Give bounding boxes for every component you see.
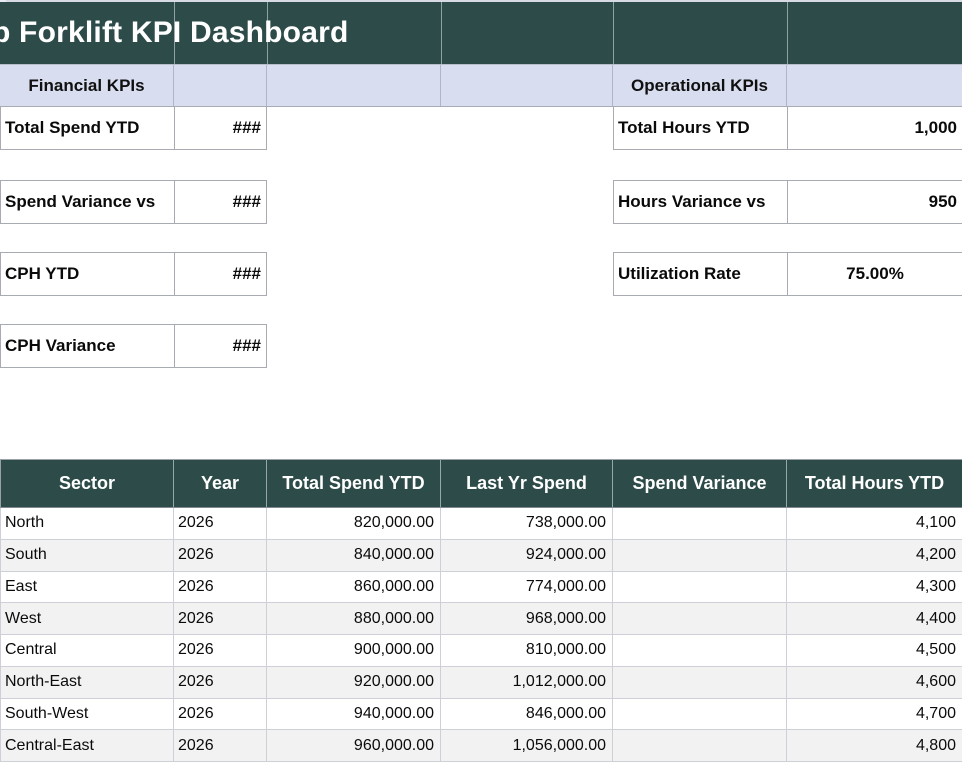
kpi-label[interactable]: Total Spend YTD (5, 118, 140, 137)
cell-year[interactable]: 2026 (174, 571, 267, 604)
kpi-spend-variance: Spend Variance vs ### (0, 180, 267, 224)
cell-sector[interactable]: South (0, 539, 174, 572)
cell-year[interactable]: 2026 (174, 730, 267, 762)
cell-year[interactable]: 2026 (174, 635, 267, 667)
cell-total-hours[interactable]: 4,400 (787, 603, 962, 635)
cell-year[interactable]: 2026 (174, 698, 267, 731)
cell-total-hours[interactable]: 4,800 (787, 730, 962, 762)
cell-spend-variance[interactable] (613, 666, 787, 699)
cell-spend-variance[interactable] (613, 571, 787, 604)
col-header-year[interactable]: Year (174, 459, 267, 508)
cell-year[interactable]: 2026 (174, 539, 267, 572)
cell-spend-variance[interactable] (613, 698, 787, 731)
cell-total-hours[interactable]: 4,600 (787, 666, 962, 699)
empty-cell[interactable] (174, 65, 267, 106)
cell-last-yr-spend[interactable]: 810,000.00 (441, 635, 613, 667)
cell-sector[interactable]: East (0, 571, 174, 604)
cell-sector[interactable]: Central-East (0, 730, 174, 762)
empty-cell[interactable] (267, 65, 441, 106)
empty-cell[interactable] (441, 65, 613, 106)
kpi-label[interactable]: Spend Variance vs (5, 192, 156, 211)
cell-last-yr-spend[interactable]: 738,000.00 (441, 508, 613, 540)
sector-data-table: Sector Year Total Spend YTD Last Yr Spen… (0, 459, 962, 762)
cell-last-yr-spend[interactable]: 1,056,000.00 (441, 730, 613, 762)
kpi-value[interactable]: 75.00% (787, 253, 962, 295)
cell-sector[interactable]: North (0, 508, 174, 540)
col-header-spend-variance[interactable]: Spend Variance (613, 459, 787, 508)
cell-total-spend[interactable]: 840,000.00 (267, 539, 441, 572)
cell-spend-variance[interactable] (613, 730, 787, 762)
empty-cell[interactable] (787, 65, 962, 106)
cell-spend-variance[interactable] (613, 603, 787, 635)
cell-sector[interactable]: South-West (0, 698, 174, 731)
gridline (174, 2, 175, 64)
top-edge-notch (0, 0, 6, 2)
kpi-total-spend-ytd: Total Spend YTD ### (0, 106, 267, 150)
gridline (441, 2, 442, 64)
kpi-value[interactable]: ### (174, 107, 266, 149)
kpi-value[interactable]: 950 (787, 181, 962, 223)
cell-sector[interactable]: Central (0, 635, 174, 667)
cell-total-hours[interactable]: 4,200 (787, 539, 962, 572)
kpi-label[interactable]: CPH YTD (5, 264, 80, 283)
cell-spend-variance[interactable] (613, 635, 787, 667)
kpi-hours-variance: Hours Variance vs 950 (613, 180, 962, 224)
kpi-label[interactable]: Utilization Rate (618, 264, 741, 283)
kpi-cph-variance: CPH Variance ### (0, 324, 267, 368)
operational-kpis-header[interactable]: Operational KPIs (613, 65, 787, 106)
kpi-value[interactable]: 1,000 (787, 107, 962, 149)
kpi-label[interactable]: CPH Variance (5, 336, 116, 355)
dashboard-title-bar: p Forklift KPI Dashboard (0, 2, 962, 64)
kpi-total-hours-ytd: Total Hours YTD 1,000 (613, 106, 962, 150)
col-header-total-spend-ytd[interactable]: Total Spend YTD (267, 459, 441, 508)
kpi-value[interactable]: ### (174, 181, 266, 223)
cell-total-spend[interactable]: 960,000.00 (267, 730, 441, 762)
kpi-label[interactable]: Total Hours YTD (618, 118, 750, 137)
col-header-sector[interactable]: Sector (0, 459, 174, 508)
cell-year[interactable]: 2026 (174, 603, 267, 635)
cell-last-yr-spend[interactable]: 774,000.00 (441, 571, 613, 604)
cell-last-yr-spend[interactable]: 924,000.00 (441, 539, 613, 572)
cell-total-spend[interactable]: 820,000.00 (267, 508, 441, 540)
cell-total-spend[interactable]: 860,000.00 (267, 571, 441, 604)
cell-total-spend[interactable]: 940,000.00 (267, 698, 441, 731)
kpi-cph-ytd: CPH YTD ### (0, 252, 267, 296)
cell-total-hours[interactable]: 4,300 (787, 571, 962, 604)
top-edge-strip (0, 0, 962, 2)
financial-kpis-header[interactable]: Financial KPIs (0, 65, 174, 106)
cell-total-hours[interactable]: 4,500 (787, 635, 962, 667)
cell-last-yr-spend[interactable]: 846,000.00 (441, 698, 613, 731)
cell-spend-variance[interactable] (613, 539, 787, 572)
kpi-label[interactable]: Hours Variance vs (618, 192, 766, 211)
cell-last-yr-spend[interactable]: 968,000.00 (441, 603, 613, 635)
cell-total-spend[interactable]: 880,000.00 (267, 603, 441, 635)
col-header-last-yr-spend[interactable]: Last Yr Spend (441, 459, 613, 508)
cell-year[interactable]: 2026 (174, 666, 267, 699)
dashboard-title[interactable]: p Forklift KPI Dashboard (0, 16, 349, 49)
cell-total-hours[interactable]: 4,100 (787, 508, 962, 540)
cell-sector[interactable]: North-East (0, 666, 174, 699)
cell-total-spend[interactable]: 900,000.00 (267, 635, 441, 667)
gridline (267, 2, 268, 64)
kpi-utilization-rate: Utilization Rate 75.00% (613, 252, 962, 296)
section-header-band: Financial KPIs Operational KPIs (0, 64, 962, 107)
cell-last-yr-spend[interactable]: 1,012,000.00 (441, 666, 613, 699)
cell-year[interactable]: 2026 (174, 508, 267, 540)
kpi-value[interactable]: ### (174, 253, 266, 295)
cell-total-spend[interactable]: 920,000.00 (267, 666, 441, 699)
gridline (613, 2, 614, 64)
col-header-total-hours-ytd[interactable]: Total Hours YTD (787, 459, 962, 508)
cell-sector[interactable]: West (0, 603, 174, 635)
cell-total-hours[interactable]: 4,700 (787, 698, 962, 731)
gridline (787, 2, 788, 64)
kpi-value[interactable]: ### (174, 325, 266, 367)
cell-spend-variance[interactable] (613, 508, 787, 540)
